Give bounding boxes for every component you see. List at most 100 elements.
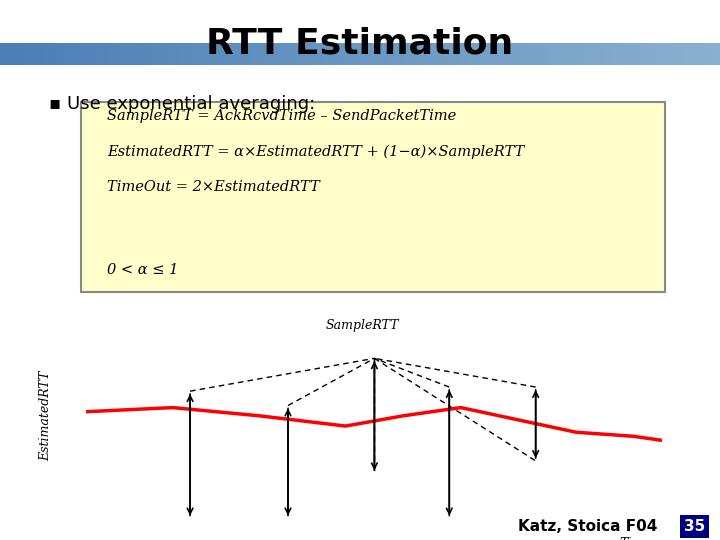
Text: TimeOut = 2×EstimatedRTT: TimeOut = 2×EstimatedRTT [107, 180, 320, 194]
Bar [511, 43, 518, 65]
Bar [540, 43, 547, 65]
Bar [504, 43, 511, 65]
Bar [72, 43, 79, 65]
Bar [108, 43, 115, 65]
Bar [374, 43, 382, 65]
Bar [173, 43, 180, 65]
Bar [468, 43, 475, 65]
Bar [446, 43, 454, 65]
Bar [130, 43, 137, 65]
Bar [360, 43, 367, 65]
Bar [209, 43, 216, 65]
Bar [554, 43, 562, 65]
Bar [101, 43, 108, 65]
Bar [151, 43, 158, 65]
Bar [698, 43, 706, 65]
Bar [490, 43, 497, 65]
Bar [259, 43, 266, 65]
Bar [439, 43, 446, 65]
Bar [518, 43, 526, 65]
Bar [43, 43, 50, 65]
Bar [598, 43, 605, 65]
Bar [713, 43, 720, 65]
Bar [58, 43, 65, 65]
Bar [115, 43, 122, 65]
Bar [22, 43, 29, 65]
Bar [187, 43, 194, 65]
Bar [418, 43, 425, 65]
Bar [576, 43, 583, 65]
Bar [86, 43, 94, 65]
Bar [65, 43, 72, 65]
Bar [662, 43, 670, 65]
Bar [288, 43, 295, 65]
Bar [94, 43, 101, 65]
Bar [403, 43, 410, 65]
Bar [295, 43, 302, 65]
Bar [389, 43, 396, 65]
Text: EstimatedRTT = α×EstimatedRTT + (1−α)×SampleRTT: EstimatedRTT = α×EstimatedRTT + (1−α)×Sa… [107, 144, 525, 159]
Bar [29, 43, 36, 65]
Bar [158, 43, 166, 65]
Bar [432, 43, 439, 65]
Bar [302, 43, 310, 65]
Bar [122, 43, 130, 65]
Bar [583, 43, 590, 65]
Bar [202, 43, 209, 65]
Text: EstimatedRTT: EstimatedRTT [40, 370, 53, 461]
Bar [14, 43, 22, 65]
Bar [0, 43, 7, 65]
Bar [461, 43, 468, 65]
Bar [216, 43, 223, 65]
Bar [79, 43, 86, 65]
Text: 0 < α ≤ 1: 0 < α ≤ 1 [107, 264, 179, 278]
Bar [648, 43, 655, 65]
Bar [317, 43, 324, 65]
Bar [454, 43, 461, 65]
Bar [634, 43, 641, 65]
Text: Katz, Stoica F04: Katz, Stoica F04 [518, 519, 658, 534]
Bar [7, 43, 14, 65]
Text: ▪ Use exponential averaging:: ▪ Use exponential averaging: [49, 94, 315, 113]
Bar [410, 43, 418, 65]
Text: SampleRTT: SampleRTT [326, 319, 400, 332]
Bar [238, 43, 245, 65]
Bar [36, 43, 43, 65]
Bar [367, 43, 374, 65]
Bar [50, 43, 58, 65]
Bar [590, 43, 598, 65]
Bar [144, 43, 151, 65]
Bar [346, 43, 353, 65]
Bar [281, 43, 288, 65]
Bar [497, 43, 504, 65]
Text: 35: 35 [684, 519, 706, 534]
Bar [194, 43, 202, 65]
Bar [252, 43, 259, 65]
Bar [425, 43, 432, 65]
Bar [562, 43, 569, 65]
Bar [684, 43, 691, 65]
Bar [706, 43, 713, 65]
Bar [547, 43, 554, 65]
Bar [619, 43, 626, 65]
Bar [353, 43, 360, 65]
Bar [338, 43, 346, 65]
Bar [569, 43, 576, 65]
Bar [533, 43, 540, 65]
Bar [166, 43, 173, 65]
Bar [230, 43, 238, 65]
Bar [382, 43, 389, 65]
FancyBboxPatch shape [81, 102, 665, 292]
Bar [626, 43, 634, 65]
Bar [266, 43, 274, 65]
Text: RTT Estimation: RTT Estimation [207, 26, 513, 60]
Bar [526, 43, 533, 65]
Text: SampleRTT = AckRcvdTime – SendPacketTime: SampleRTT = AckRcvdTime – SendPacketTime [107, 109, 456, 123]
Bar [612, 43, 619, 65]
Bar [310, 43, 317, 65]
Bar [670, 43, 677, 65]
Text: Time: Time [619, 537, 651, 540]
Bar [655, 43, 662, 65]
Bar [274, 43, 281, 65]
Bar [677, 43, 684, 65]
